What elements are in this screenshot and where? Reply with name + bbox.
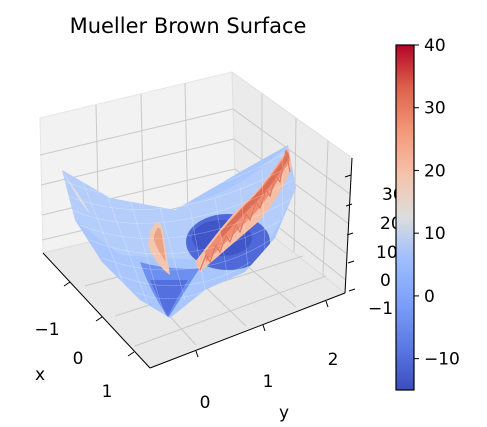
y-axis-ticks: 0 1 2 y	[195, 300, 339, 423]
colorbar-tick-label: 40	[424, 36, 446, 56]
x-tick-label: −1	[34, 320, 59, 340]
x-axis-line	[42, 252, 151, 369]
z-tick-label: 10	[376, 243, 398, 263]
y-axis-label: y	[279, 403, 289, 423]
z-axis-ticks: −1 0 10 20 30	[344, 174, 404, 319]
colorbar-tick-label: 30	[424, 99, 446, 119]
z-tick-label: −1	[368, 299, 393, 319]
y-tick-label: 0	[200, 393, 211, 413]
colorbar-tick-label: −10	[424, 350, 460, 370]
x-tick-label: 1	[102, 382, 113, 402]
x-axis-ticks: −1 0 1 x	[34, 281, 135, 402]
y-tick-label: 1	[263, 372, 274, 392]
x-axis-label: x	[35, 365, 45, 385]
colorbar-tick-label: 0	[424, 287, 435, 307]
y-tick-label: 2	[328, 350, 339, 370]
colorbar-gradient	[395, 44, 415, 391]
y-axis-line	[149, 292, 346, 369]
colorbar: −10 0 10 20 30 40	[395, 36, 460, 391]
z-tick-label: 0	[380, 271, 391, 291]
chart-title: Mueller Brown Surface	[70, 14, 307, 38]
x-tick-label: 0	[73, 349, 84, 369]
colorbar-tick-label: 10	[424, 224, 446, 244]
colorbar-tick-label: 20	[424, 161, 446, 181]
z-axis-line	[344, 157, 353, 294]
